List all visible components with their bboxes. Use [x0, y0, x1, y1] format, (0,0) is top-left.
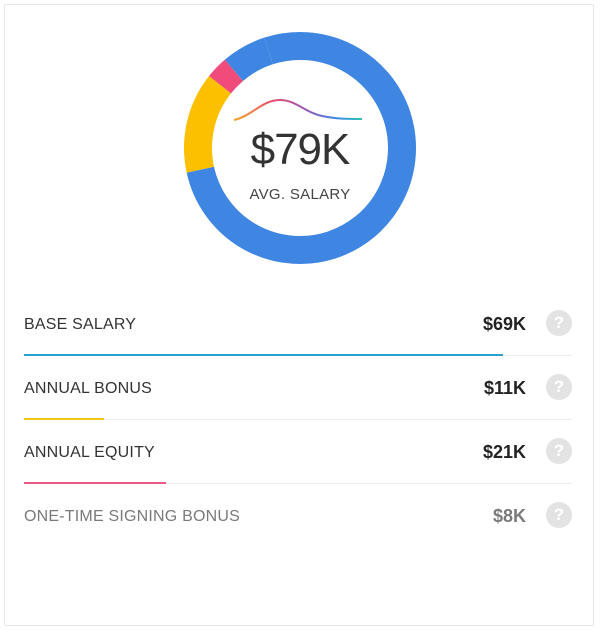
avg-salary-label: AVG. SALARY — [249, 186, 351, 203]
compensation-row-signing-bonus: ONE-TIME SIGNING BONUS $8K ? — [24, 484, 572, 548]
compensation-row-annual-bonus: ANNUAL BONUS $11K ? — [24, 356, 572, 420]
component-label: BASE SALARY — [24, 316, 137, 333]
donut-segment-base_rest — [184, 32, 416, 264]
compensation-row-annual-equity: ANNUAL EQUITY $21K ? — [24, 420, 572, 484]
question-circle-icon[interactable]: ? — [546, 374, 572, 400]
component-value: $11K — [483, 378, 526, 398]
salary-donut-chart — [184, 32, 416, 264]
component-value: $69K — [482, 314, 526, 334]
compensation-row-base-salary: BASE SALARY $69K ? — [24, 292, 572, 356]
component-bar — [24, 418, 104, 420]
avg-salary-amount: $79K — [250, 125, 351, 174]
salary-distribution-sparkline — [233, 98, 363, 121]
question-circle-icon[interactable]: ? — [546, 502, 572, 528]
question-circle-icon[interactable]: ? — [546, 438, 572, 464]
component-bar — [24, 482, 166, 484]
component-label: ANNUAL BONUS — [24, 380, 153, 397]
question-circle-icon[interactable]: ? — [546, 310, 572, 336]
component-value: $21K — [482, 442, 526, 462]
component-value: $8K — [492, 506, 526, 526]
salary-card — [4, 4, 594, 626]
component-label: ANNUAL EQUITY — [24, 444, 155, 461]
component-bar — [24, 354, 503, 356]
component-label: ONE-TIME SIGNING BONUS — [24, 508, 240, 525]
